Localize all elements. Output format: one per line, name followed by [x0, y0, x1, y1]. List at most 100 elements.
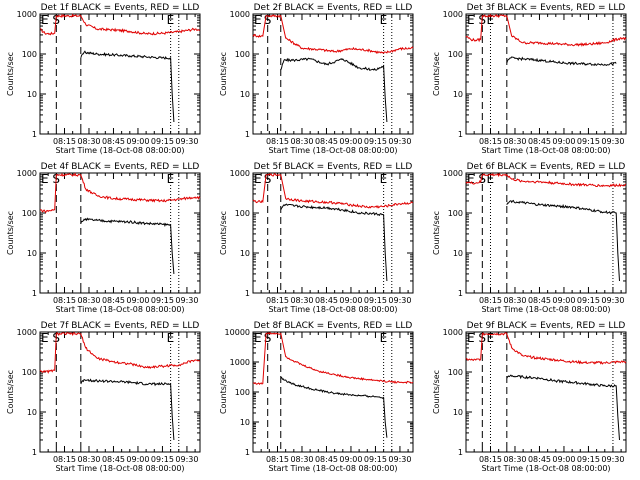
x-tick-label: 09:30 [388, 455, 411, 464]
x-tick-label: 09:30 [601, 455, 624, 464]
lld-series-line [39, 172, 201, 214]
y-tick-label: 10 [240, 90, 250, 99]
x-axis-label: Start Time (18-Oct-08 08:00:00) [268, 305, 397, 314]
x-tick-label: 09:30 [175, 137, 198, 146]
x-tick-label: 09:00 [552, 455, 575, 464]
x-tick-label: 09:00 [126, 296, 149, 305]
y-axis-label: Counts/sec [219, 370, 228, 414]
y-tick-label: 100 [235, 209, 250, 218]
marker-e: E [254, 331, 262, 345]
y-tick-label: 10 [453, 408, 463, 417]
x-tick-label: 08:30 [77, 296, 100, 305]
marker-s: S [264, 172, 272, 186]
marker-e: E [41, 331, 49, 345]
plot-frame [39, 331, 201, 453]
x-tick-label: 09:15 [151, 137, 174, 146]
events-series-line [506, 199, 620, 282]
x-axis-label: Start Time (18-Oct-08 08:00:00) [481, 464, 610, 473]
x-tick-label: 09:15 [151, 296, 174, 305]
lld-series-line [465, 172, 626, 188]
plot-frame [465, 172, 627, 294]
y-axis-label: Counts/sec [6, 52, 15, 96]
lld-series-line [465, 332, 627, 365]
y-tick-label: 1000 [17, 169, 37, 178]
y-axis-label: Counts/sec [432, 211, 441, 255]
events-series-line [80, 378, 175, 441]
marker-e: E [486, 172, 494, 186]
panel-title: Det 6f BLACK = Events, RED = LLD [467, 162, 626, 172]
y-tick-label: 1 [245, 448, 250, 457]
x-tick-label: 08:45 [315, 455, 338, 464]
x-tick-label: 09:00 [126, 137, 149, 146]
panel-det-2f: Det 2f BLACK = Events, RED = LLD 1 10 100 10… [219, 3, 414, 155]
events-series-line [506, 56, 617, 67]
x-tick-label: 08:45 [528, 455, 551, 464]
lld-series-line [252, 173, 414, 209]
x-tick-label: 09:15 [151, 455, 174, 464]
y-tick-label: 100 [22, 209, 37, 218]
x-tick-label: 08:30 [77, 455, 100, 464]
x-tick-label: 09:15 [577, 137, 600, 146]
y-tick-label: 100 [22, 368, 37, 377]
marker-e: E [486, 13, 494, 27]
y-axis-label: Counts/sec [219, 211, 228, 255]
y-axis-label: Counts/sec [432, 370, 441, 414]
x-tick-label: 08:15 [479, 137, 502, 146]
x-tick-label: 09:30 [601, 296, 624, 305]
y-tick-label: 1000 [443, 169, 463, 178]
x-axis-label: Start Time (18-Oct-08 08:00:00) [55, 146, 184, 155]
y-tick-label: 100 [448, 50, 463, 59]
y-tick-label: 1 [32, 130, 37, 139]
lld-series-line [39, 332, 201, 374]
x-axis-label: Start Time (18-Oct-08 08:00:00) [55, 464, 184, 473]
y-tick-label: 1000 [230, 169, 250, 178]
x-tick-label: 09:00 [339, 455, 362, 464]
marker-e: E [167, 13, 175, 27]
x-tick-label: 08:15 [266, 455, 289, 464]
marker-e: E [380, 13, 388, 27]
x-tick-label: 09:15 [364, 137, 387, 146]
y-tick-label: 10 [27, 90, 37, 99]
x-axis-label: Start Time (18-Oct-08 08:00:00) [481, 305, 610, 314]
marker-e: E [380, 172, 388, 186]
y-tick-label: 1000 [443, 10, 463, 19]
panel-title: Det 3f BLACK = Events, RED = LLD [467, 3, 626, 13]
y-tick-label: 10 [453, 90, 463, 99]
marker-s: S [478, 172, 486, 186]
plot-frame [465, 13, 627, 135]
lld-series-line [465, 13, 627, 47]
x-tick-label: 08:15 [479, 296, 502, 305]
panel-title: Det 4f BLACK = Events, RED = LLD [41, 162, 200, 172]
marker-e: E [486, 331, 494, 345]
x-tick-label: 09:00 [339, 296, 362, 305]
panel-det-4f: Det 4f BLACK = Events, RED = LLD 1 10 100 10… [6, 162, 201, 314]
marker-e: E [467, 172, 475, 186]
marker-e: E [41, 172, 49, 186]
y-tick-label: 100 [448, 209, 463, 218]
x-tick-label: 08:45 [102, 296, 125, 305]
marker-s: S [264, 13, 272, 27]
y-axis-label: Counts/sec [219, 52, 228, 96]
y-tick-label: 10 [240, 418, 250, 427]
marker-s: S [264, 331, 272, 345]
y-axis-label: Counts/sec [6, 211, 15, 255]
x-tick-label: 08:30 [77, 137, 100, 146]
panel-det-1f: Det 1f BLACK = Events, RED = LLD 1 10 100 10… [6, 3, 201, 155]
x-tick-label: 09:30 [388, 137, 411, 146]
lld-series-line [253, 331, 414, 385]
x-tick-label: 08:15 [479, 455, 502, 464]
y-tick-label: 100 [22, 50, 37, 59]
panel-det-6f: Det 6f BLACK = Events, RED = LLD 1 10 100 10… [432, 162, 627, 314]
x-tick-label: 09:15 [364, 296, 387, 305]
x-tick-label: 09:15 [577, 455, 600, 464]
x-tick-label: 09:30 [388, 296, 411, 305]
y-tick-label: 1000 [230, 10, 250, 19]
y-tick-label: 10000 [225, 328, 250, 337]
marker-e: E [167, 172, 175, 186]
panel-title: Det 5f BLACK = Events, RED = LLD [254, 162, 413, 172]
x-tick-label: 08:15 [266, 137, 289, 146]
y-tick-label: 1000 [230, 358, 250, 367]
panel-det-3f: Det 3f BLACK = Events, RED = LLD 1 10 100 10… [432, 3, 627, 155]
y-tick-label: 10 [453, 249, 463, 258]
